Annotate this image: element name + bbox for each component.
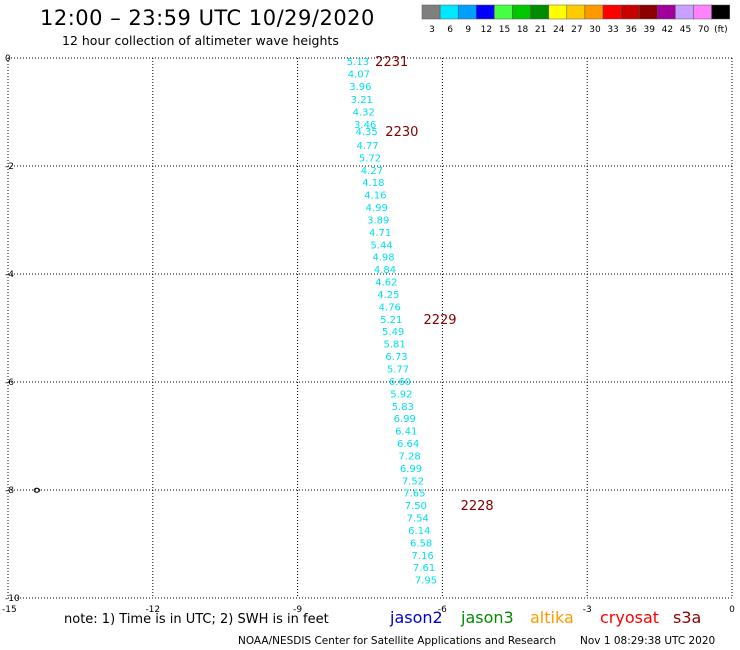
satellite-name-cryosat: cryosat	[600, 608, 660, 627]
time-label: 2229	[423, 313, 456, 328]
swh-value-label: 7.52	[402, 476, 424, 487]
swh-value-label: 7.54	[407, 514, 429, 525]
legend-label: 45	[680, 25, 691, 35]
legend-label: 39	[644, 25, 656, 35]
swh-value-label: 4.71	[369, 228, 391, 239]
swh-value-label: 6.64	[397, 439, 419, 450]
time-label: 2228	[461, 499, 494, 514]
swh-value-label: 5.72	[359, 153, 381, 164]
swh-value-label: 7.65	[403, 489, 425, 500]
lon-tick-label: -6	[438, 605, 447, 615]
lat-tick-label: -8	[5, 486, 14, 496]
swh-value-label: 7.16	[411, 551, 433, 562]
swh-value-label: 7.61	[413, 563, 435, 574]
swh-value-label: 7.28	[398, 451, 420, 462]
swh-value-label: 6.58	[410, 538, 432, 549]
swh-value-label: 4.62	[375, 278, 397, 289]
swh-value-label: 5.13	[347, 57, 369, 68]
legend-label: 27	[571, 25, 582, 35]
footer-note: note: 1) Time is in UTC; 2) SWH is in fe…	[64, 612, 329, 627]
page-title: 12:00 – 23:59 UTC 10/29/2020	[40, 6, 375, 30]
swh-value-label: 6.99	[394, 414, 416, 425]
lon-tick-label: 0	[729, 605, 735, 615]
swh-value-label: 7.95	[415, 576, 437, 587]
swh-value-label: 6.60	[389, 377, 411, 388]
grid	[7, 57, 733, 599]
swh-value-label: 3.89	[367, 215, 389, 226]
legend-label: 36	[625, 25, 637, 35]
swh-value-label: 6.73	[385, 352, 407, 363]
lon-tick-label: -15	[2, 605, 17, 615]
swh-value-label: 4.98	[372, 253, 394, 264]
page-subtitle: 12 hour collection of altimeter wave hei…	[62, 33, 339, 48]
swh-value-label: 4.32	[353, 107, 375, 118]
legend-label: 3	[429, 25, 435, 35]
footer-credit: NOAA/NESDIS Center for Satellite Applica…	[238, 635, 556, 647]
legend-label: 12	[481, 25, 492, 35]
swh-value-label: 4.76	[379, 302, 401, 313]
legend-label: 42	[662, 25, 673, 35]
swh-value-label: 4.25	[377, 290, 399, 301]
legend-label: 9	[465, 25, 471, 35]
swh-value-label: 4.18	[362, 178, 384, 189]
lat-tick-label: -4	[5, 270, 14, 280]
swh-value-label: 5.21	[380, 315, 402, 326]
legend-label: 21	[535, 25, 546, 35]
swh-value-label: 4.84	[374, 265, 396, 276]
lat-tick-label: -6	[5, 378, 14, 388]
swh-value-label: 3.46	[354, 120, 376, 131]
swh-value-label: 5.49	[382, 327, 404, 338]
swh-value-label: 3.96	[349, 82, 371, 93]
lon-tick-label: -9	[293, 605, 302, 615]
swh-value-label: 4.35	[355, 127, 377, 138]
lat-tick-label: -2	[5, 162, 14, 172]
lat-tick-label: 0	[5, 54, 11, 64]
legend-label: 33	[607, 25, 618, 35]
lon-tick-label: -12	[145, 605, 160, 615]
footer-timestamp: Nov 1 08:29:38 UTC 2020	[580, 635, 716, 647]
swh-value-label: 3.21	[351, 95, 373, 106]
swh-value-label: 6.99	[400, 464, 422, 475]
swh-value-label: 4.07	[348, 70, 370, 81]
swh-value-label: 4.99	[366, 203, 388, 214]
swh-value-label: 5.92	[390, 389, 412, 400]
lat-tick-label: -10	[5, 594, 20, 604]
swh-value-label: 5.81	[383, 340, 405, 351]
swh-value-label: 5.83	[392, 402, 414, 413]
legend-unit: (ft)	[714, 25, 728, 35]
satellite-name-jason2: jason2	[390, 608, 443, 627]
swh-value-label: 5.77	[387, 365, 409, 376]
swh-value-label: 4.27	[361, 166, 383, 177]
satellite-name-s3a: s3a	[673, 608, 702, 627]
island-shape	[33, 487, 41, 493]
time-label: 2230	[385, 125, 418, 140]
legend-swatch	[711, 4, 730, 20]
swh-value-label: 5.44	[370, 240, 392, 251]
legend-label: 18	[517, 25, 529, 35]
swh-value-label: 6.41	[395, 427, 417, 438]
time-label: 2231	[375, 55, 408, 70]
lon-tick-label: -3	[583, 605, 592, 615]
legend-label: 30	[589, 25, 601, 35]
swh-value-label: 7.50	[405, 501, 427, 512]
legend-label: 24	[553, 25, 565, 35]
satellite-name-jason3: jason3	[461, 608, 514, 627]
legend-label: 6	[447, 25, 453, 35]
legend-label: 70	[698, 25, 710, 35]
swh-value-label: 4.16	[364, 191, 386, 202]
legend-label: 15	[499, 25, 510, 35]
swh-value-label: 4.77	[356, 141, 378, 152]
color-legend: 3 6 9 12 15 18 21 24 27 30 33 36 39 42 45 70 (ft)	[421, 4, 730, 35]
satellite-name-altika: altika	[530, 608, 574, 627]
swh-value-label: 6.14	[408, 526, 430, 537]
